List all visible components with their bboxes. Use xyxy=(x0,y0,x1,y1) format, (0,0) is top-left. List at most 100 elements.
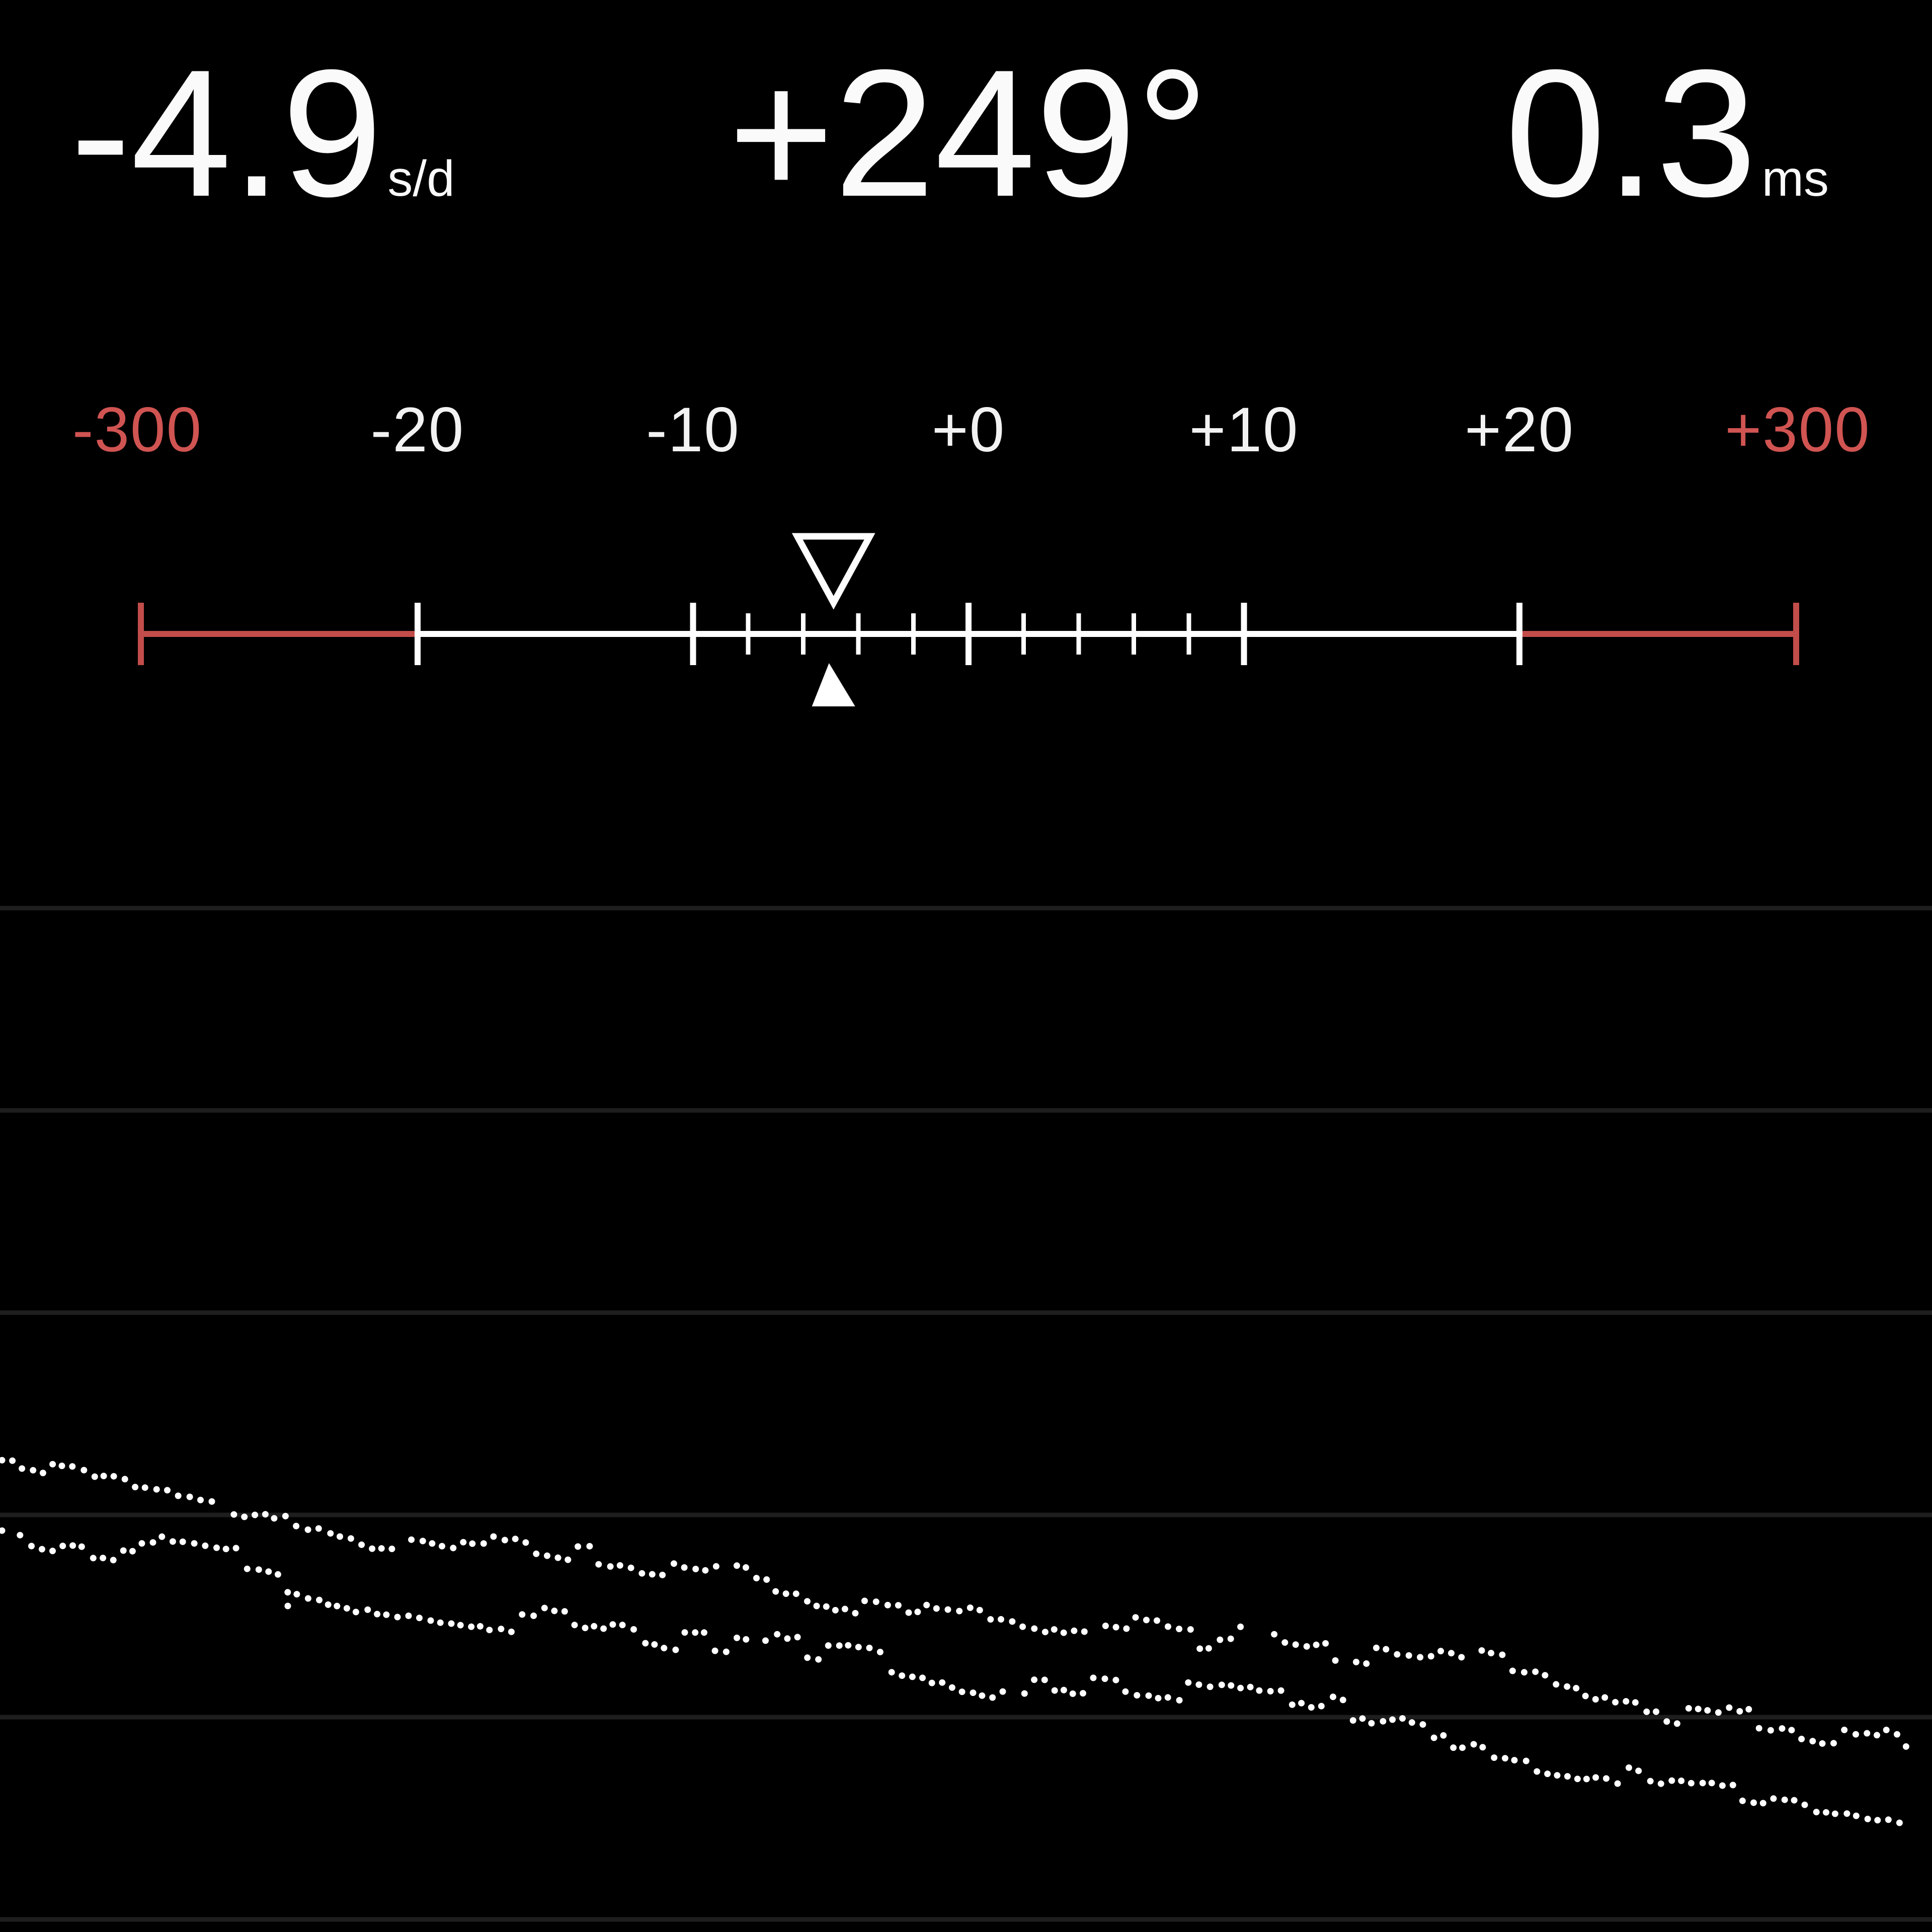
trace-dot xyxy=(293,1591,300,1598)
trace-dot xyxy=(1623,1698,1630,1705)
trace-dot xyxy=(1318,1703,1325,1710)
trace-dot xyxy=(989,1694,996,1701)
trace-dot xyxy=(460,1539,467,1546)
trace-dot xyxy=(490,1533,497,1540)
trace-dot xyxy=(450,1545,457,1552)
trace-dot xyxy=(1582,1693,1589,1700)
trace-dot xyxy=(541,1604,548,1612)
trace-dot xyxy=(468,1623,475,1630)
trace-dot xyxy=(169,1538,176,1545)
trace-dot xyxy=(1437,1648,1444,1655)
trace-dot xyxy=(702,1567,709,1574)
trace-dot xyxy=(129,1548,136,1555)
trace-dot xyxy=(1896,1819,1903,1826)
trace-dot xyxy=(1830,1740,1837,1747)
trace-dot xyxy=(202,1542,209,1549)
trace-dot xyxy=(836,1642,843,1649)
trace-dot xyxy=(1195,1681,1202,1688)
trace-dot xyxy=(1071,1627,1078,1634)
trace-dot xyxy=(1573,1684,1580,1692)
trace-dot xyxy=(1405,1652,1412,1659)
trace-dot xyxy=(1292,1641,1299,1648)
trace-dot xyxy=(609,1621,616,1628)
scale-label: -10 xyxy=(646,395,740,465)
trace-dot xyxy=(1143,1617,1150,1624)
trace-dot xyxy=(343,1605,350,1612)
trace-dot xyxy=(762,1637,769,1644)
trace-dot xyxy=(1726,1704,1733,1711)
trace-dot xyxy=(753,1575,760,1582)
trace-dot xyxy=(1813,1809,1820,1816)
trace-dot xyxy=(1809,1738,1816,1745)
trace-dot xyxy=(1227,1635,1234,1642)
trace-dot xyxy=(1534,1768,1541,1775)
trace-dot xyxy=(58,1463,65,1469)
trace-dot xyxy=(153,1486,160,1493)
trace-dot xyxy=(110,1557,117,1564)
trace-dot xyxy=(933,1605,940,1612)
trace-dot xyxy=(1668,1777,1675,1784)
trace-dot xyxy=(1237,1684,1244,1692)
trace-dot xyxy=(884,1601,891,1608)
trace-dot xyxy=(905,1609,912,1616)
trace-dot xyxy=(69,1542,76,1549)
trace-dot xyxy=(784,1635,791,1642)
trace-dot xyxy=(1592,1774,1599,1781)
trace-dot xyxy=(1122,1688,1129,1695)
trace-dot xyxy=(304,1526,311,1533)
trace-dot xyxy=(899,1672,906,1679)
trace-dot xyxy=(1060,1629,1067,1636)
trace-dot xyxy=(141,1484,148,1491)
trace-dot xyxy=(1440,1732,1447,1739)
trace-dot xyxy=(1228,1682,1235,1689)
trace-dot xyxy=(1332,1657,1339,1664)
trace-dot xyxy=(1673,1720,1680,1727)
trace-dot xyxy=(948,1684,955,1691)
trace-dot xyxy=(565,1556,572,1563)
rate-unit: s/d xyxy=(387,150,455,207)
trace-dot xyxy=(262,1511,269,1518)
trace-dot xyxy=(265,1568,272,1575)
trace-dot xyxy=(480,1540,487,1547)
trace-dot xyxy=(1112,1624,1119,1631)
trace-dot xyxy=(498,1626,505,1633)
trace-dot xyxy=(378,1545,385,1552)
trace-dot xyxy=(374,1611,381,1618)
scale-label: +0 xyxy=(931,395,1006,465)
trace-dot xyxy=(1041,1676,1048,1683)
trace-dot xyxy=(1185,1679,1192,1686)
trace-dot xyxy=(121,1476,128,1483)
scale-label: -20 xyxy=(370,395,465,465)
trace-dot xyxy=(876,1649,883,1655)
trace-dot xyxy=(782,1590,789,1597)
trace-dot xyxy=(1237,1623,1244,1630)
pointer-filled-triangle-icon xyxy=(812,663,855,706)
pointer-open-triangle-icon xyxy=(791,533,875,610)
trace-dot xyxy=(804,1654,811,1661)
trace-dot xyxy=(1256,1687,1263,1694)
trace-dot xyxy=(1359,1715,1366,1722)
trace-dot xyxy=(1759,1800,1766,1807)
trace-dot xyxy=(519,1611,526,1618)
trace-dot xyxy=(1632,1699,1639,1706)
scale-label: +20 xyxy=(1464,395,1575,465)
trace-dot xyxy=(49,1548,56,1555)
trace-dot xyxy=(1322,1640,1329,1647)
trace-dot xyxy=(1330,1694,1336,1701)
trace-dot xyxy=(0,1457,6,1464)
trace-dot xyxy=(405,1613,412,1619)
trace-dot xyxy=(255,1566,262,1573)
trace-dot xyxy=(388,1546,395,1552)
trace-dot xyxy=(772,1588,779,1595)
trace-dot xyxy=(774,1631,781,1638)
trace-dot xyxy=(591,1623,598,1630)
trace-dot xyxy=(1308,1704,1315,1711)
trace-dot xyxy=(616,1562,623,1569)
trace-dot xyxy=(554,1554,561,1561)
trace-dot xyxy=(1553,1681,1560,1688)
trace-dot xyxy=(80,1467,88,1474)
trace-dot xyxy=(1009,1618,1016,1625)
trace-dot xyxy=(1801,1801,1808,1808)
trace-dot xyxy=(158,1533,166,1540)
